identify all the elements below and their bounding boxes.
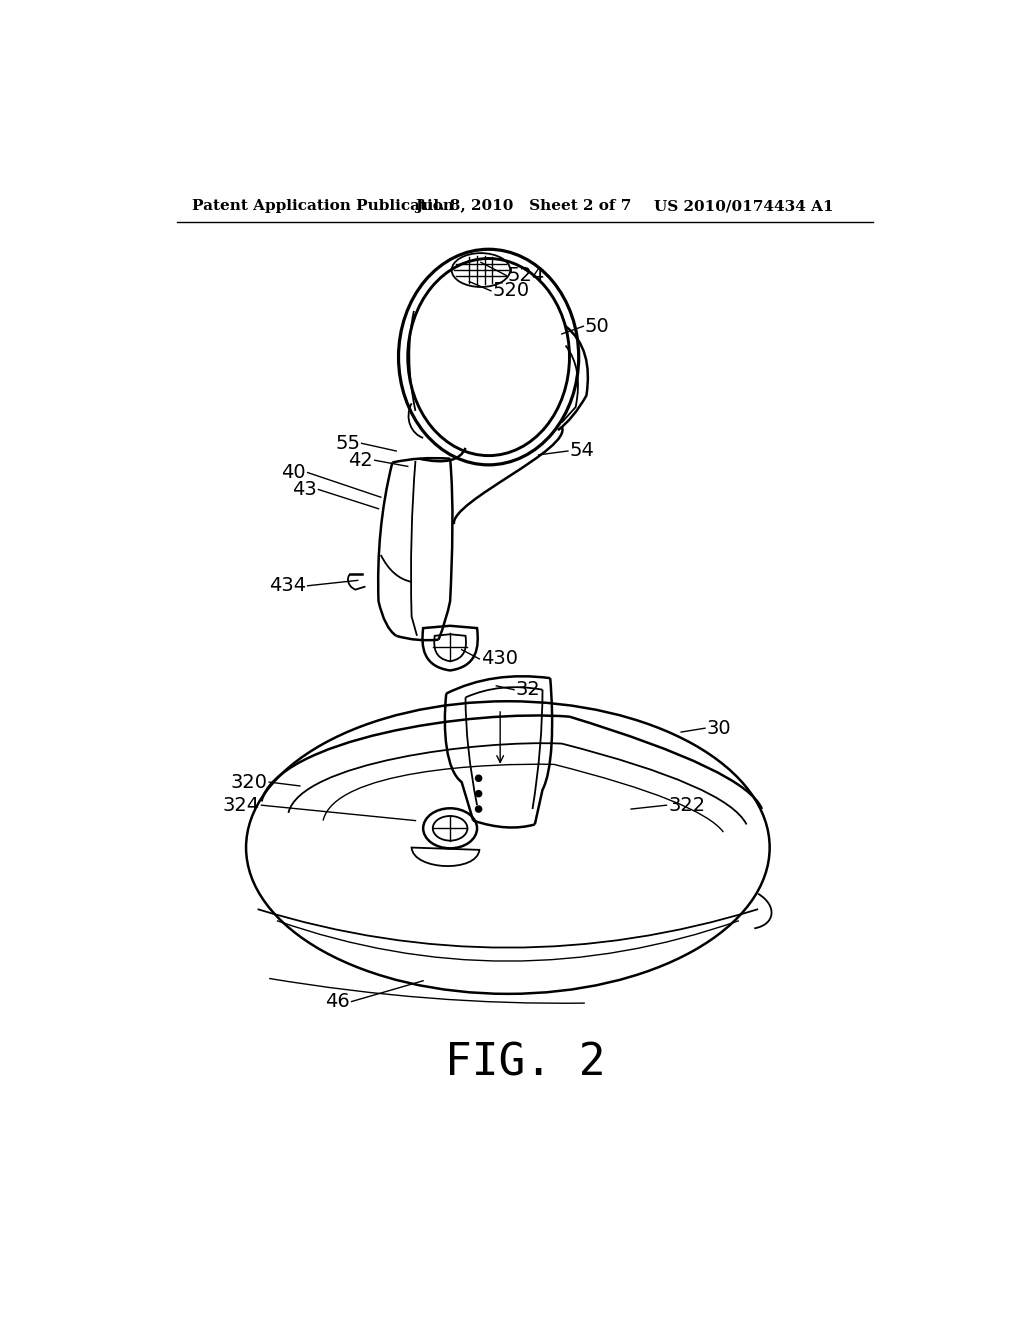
Text: 55: 55 [335,434,360,453]
Text: 520: 520 [493,281,529,301]
Text: US 2010/0174434 A1: US 2010/0174434 A1 [654,199,834,213]
Circle shape [475,807,481,812]
Text: 40: 40 [282,463,306,482]
Text: 524: 524 [508,265,545,285]
Text: 30: 30 [707,718,731,738]
Text: Jul. 8, 2010   Sheet 2 of 7: Jul. 8, 2010 Sheet 2 of 7 [416,199,632,213]
Text: 43: 43 [292,480,316,499]
Text: 32: 32 [515,680,541,700]
Circle shape [475,791,481,797]
Text: 430: 430 [481,649,518,668]
Text: 54: 54 [569,441,594,461]
Text: 320: 320 [230,772,267,792]
Text: 324: 324 [223,796,260,814]
Text: Patent Application Publication: Patent Application Publication [193,199,455,213]
Text: 434: 434 [269,577,306,595]
Text: 322: 322 [668,796,706,814]
Text: 50: 50 [585,317,609,335]
Circle shape [475,775,481,781]
Text: 46: 46 [326,993,350,1011]
Text: 42: 42 [348,450,373,470]
Text: FIG. 2: FIG. 2 [444,1041,605,1085]
